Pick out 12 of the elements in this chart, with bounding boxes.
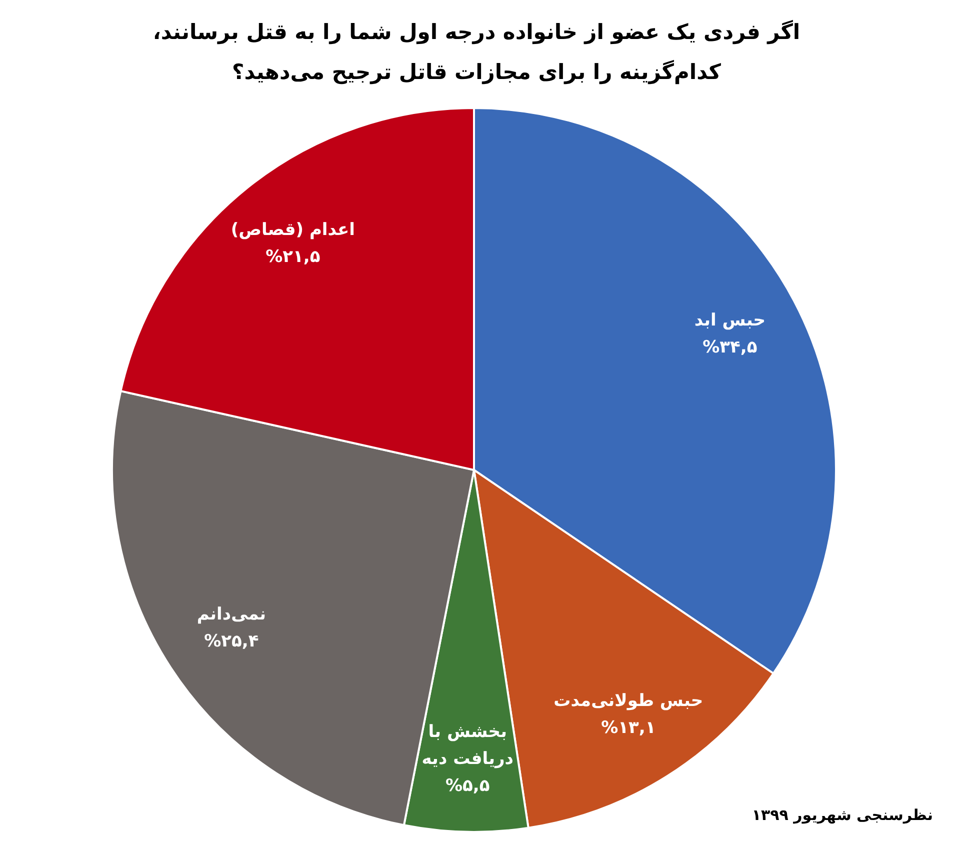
data-label: %۱۳,۱ [601,718,656,738]
data-label: %۲۵,۴ [204,631,259,652]
slice-label: بخشش با دریافت دیه [422,722,514,770]
chart-title: اگر فردی یک عضو از خانواده درجه اول شما را به قتل برسانند، کدام‌گزینه را برای مجازات قاتل ترجیح می‌دهید؟ [152,19,802,86]
slice-label: حبس طولانی‌مدت [554,691,704,712]
slice-label: نمی‌دانم [196,604,266,624]
data-label: %۲۱,۵ [266,247,320,268]
data-label: %۵,۵ [446,776,490,796]
data-label: %۳۴,۵ [702,338,758,358]
slice-label: حبس ابد [694,310,766,331]
slice-label: اعدام (قصاص) [230,220,355,240]
text: نظرسنجی شهریور ۱۳۹۹ [752,806,933,824]
